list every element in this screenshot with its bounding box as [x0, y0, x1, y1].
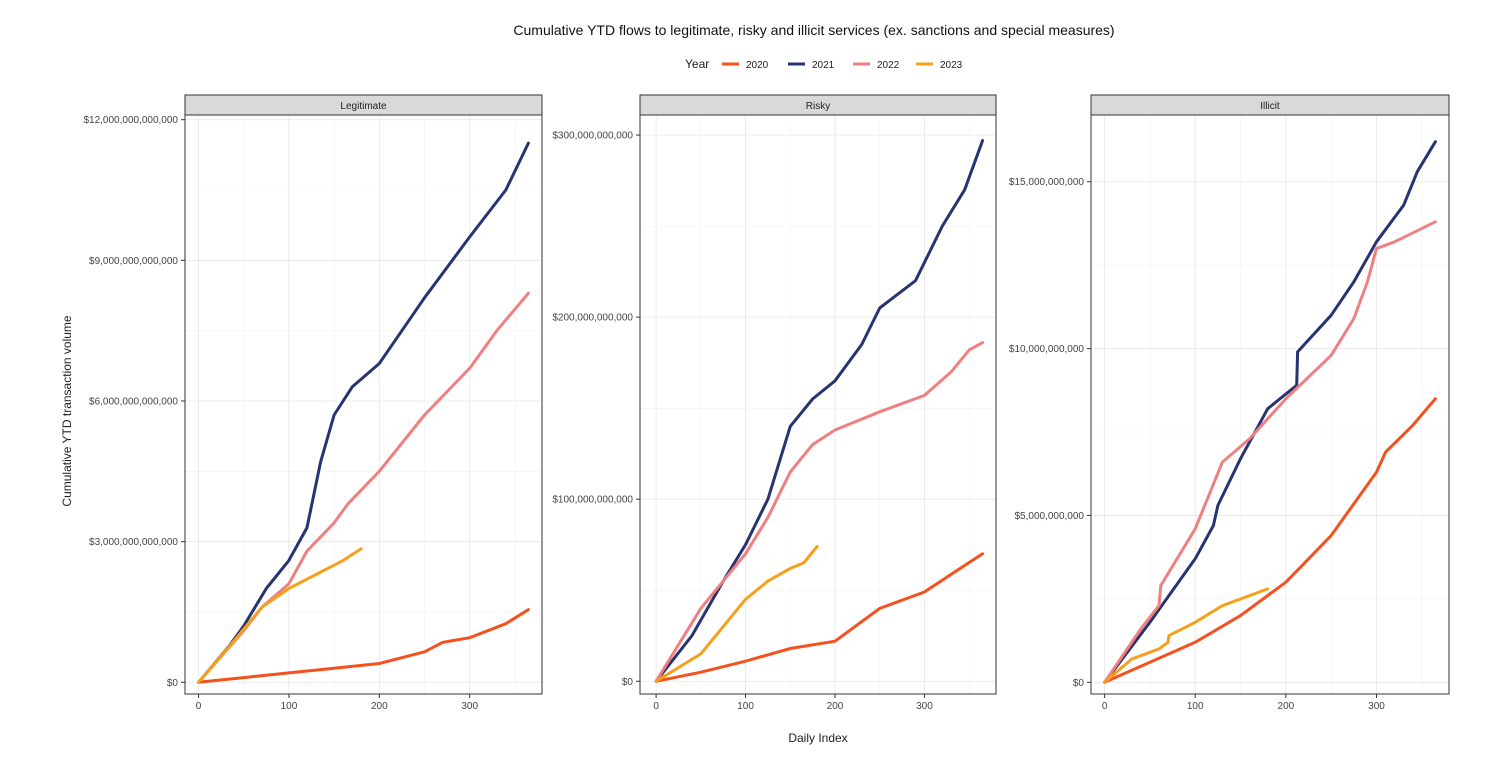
x-tick-label: 200 — [827, 701, 844, 712]
strip-label-illicit: Illicit — [1260, 101, 1280, 112]
y-tick-label: $0 — [622, 677, 634, 688]
y-tick-label: $100,000,000,000 — [552, 495, 633, 506]
x-tick-label: 100 — [737, 701, 754, 712]
legend-label-2023: 2023 — [940, 60, 963, 71]
series-line-illicit-2021 — [1103, 140, 1437, 684]
panel-border-legitimate — [184, 114, 543, 695]
legend: Year 2020 2021 2022 2023 — [685, 57, 963, 71]
chart-title: Cumulative YTD flows to legitimate, risk… — [513, 22, 1114, 38]
gridlines-legitimate — [185, 115, 542, 694]
x-axis-label: Daily Index — [788, 731, 847, 745]
series-line-legitimate-2023 — [197, 547, 363, 684]
series-line-legitimate-2021 — [197, 141, 530, 684]
y-tick-label: $9,000,000,000,000 — [89, 256, 178, 267]
x-tick-label: 200 — [1278, 701, 1295, 712]
x-tick-label: 300 — [916, 701, 933, 712]
y-tick-label: $3,000,000,000,000 — [89, 537, 178, 548]
y-tick-label: $300,000,000,000 — [552, 131, 633, 142]
y-tick-label: $5,000,000,000 — [1014, 511, 1084, 522]
panel-border-illicit — [1090, 114, 1450, 695]
facet-panels: Legitimate 0 100 200 300 $0 $3,000,000,000,000… — [83, 94, 1450, 712]
y-tick-label: $6,000,000,000,000 — [89, 396, 178, 407]
series-line-illicit-2023 — [1103, 587, 1270, 684]
x-tick-label: 0 — [1102, 701, 1108, 712]
series-line-risky-2022 — [654, 341, 985, 683]
legend-label-2020: 2020 — [746, 60, 769, 71]
legend-title: Year — [685, 57, 709, 71]
gridlines-illicit — [1091, 115, 1449, 694]
panel-risky: Risky 0 100 200 300 $0 $100,000,000,000 $200,00… — [552, 94, 997, 712]
y-tick-label: $12,000,000,000,000 — [83, 115, 178, 126]
series-line-risky-2023 — [654, 545, 819, 683]
y-tick-label: $200,000,000,000 — [552, 313, 633, 324]
x-tick-label: 0 — [653, 701, 659, 712]
x-tick-label: 0 — [196, 701, 202, 712]
series-line-risky-2020 — [654, 552, 985, 683]
x-tick-label: 100 — [1187, 701, 1204, 712]
series-line-legitimate-2020 — [197, 608, 530, 684]
x-tick-label: 200 — [371, 701, 388, 712]
y-tick-label: $0 — [1073, 678, 1085, 689]
series-line-illicit-2020 — [1103, 397, 1437, 684]
x-tick-label: 300 — [1368, 701, 1385, 712]
strip-label-risky: Risky — [806, 101, 830, 112]
legend-label-2022: 2022 — [877, 60, 900, 71]
series-line-risky-2021 — [654, 139, 985, 683]
strip-label-legitimate: Legitimate — [340, 101, 387, 112]
panel-legitimate: Legitimate 0 100 200 300 $0 $3,000,000,000,000… — [83, 94, 543, 712]
y-tick-label: $15,000,000,000 — [1009, 177, 1085, 188]
y-axis-label: Cumulative YTD transaction volume — [60, 315, 74, 507]
series-group-illicit — [1103, 140, 1437, 684]
series-group-risky — [654, 139, 985, 683]
panel-border-risky — [639, 114, 997, 695]
panel-illicit: Illicit 0 100 200 300 $0 $5,000,000,000 $10,000… — [1009, 94, 1450, 712]
y-tick-label: $0 — [167, 678, 179, 689]
x-tick-label: 100 — [281, 701, 298, 712]
y-tick-label: $10,000,000,000 — [1009, 344, 1085, 355]
x-tick-label: 300 — [461, 701, 478, 712]
series-line-illicit-2022 — [1103, 220, 1437, 684]
gridlines-risky — [640, 115, 996, 694]
series-group-legitimate — [197, 141, 530, 684]
legend-label-2021: 2021 — [812, 60, 835, 71]
